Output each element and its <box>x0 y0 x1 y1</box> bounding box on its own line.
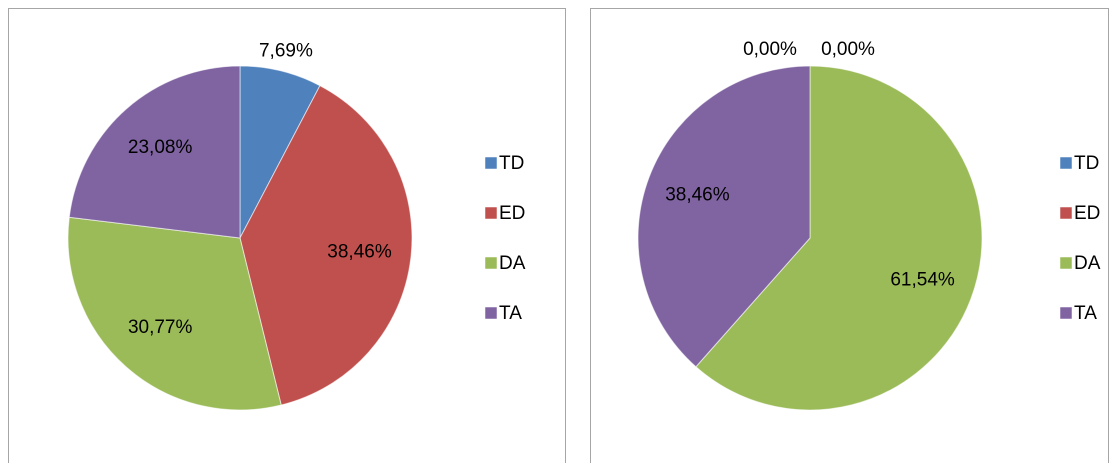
data-label: 38,46% <box>327 242 392 263</box>
data-label: 0,00% <box>743 39 797 60</box>
legend-swatch <box>484 206 498 220</box>
legend-swatch <box>1059 156 1073 170</box>
legend-swatch <box>484 306 498 320</box>
legend-label: ED <box>1074 203 1100 224</box>
legend-swatch <box>484 156 498 170</box>
data-label: 30,77% <box>128 317 193 338</box>
data-label: 7,69% <box>259 41 313 62</box>
legend-swatch <box>1059 306 1073 320</box>
legend-label: DA <box>499 253 526 274</box>
data-label: 38,46% <box>665 184 730 205</box>
legend-swatch <box>484 256 498 270</box>
legend-label: TA <box>499 303 522 324</box>
legend-swatch <box>1059 206 1073 220</box>
pie-slice <box>239 85 413 406</box>
legend-swatch <box>1059 256 1073 270</box>
legend-label: DA <box>1074 253 1101 274</box>
pie-slice <box>695 65 983 411</box>
data-label: 23,08% <box>128 137 193 158</box>
pie-slice <box>68 65 241 239</box>
data-label: 61,54% <box>890 270 955 291</box>
legend-label: ED <box>499 203 525 224</box>
legend-label: TA <box>1074 303 1097 324</box>
pie-slice <box>637 65 811 368</box>
data-label: 0,00% <box>821 39 875 60</box>
legend-label: TD <box>1074 153 1099 174</box>
legend-label: TD <box>499 153 524 174</box>
pie-slice <box>67 216 282 411</box>
